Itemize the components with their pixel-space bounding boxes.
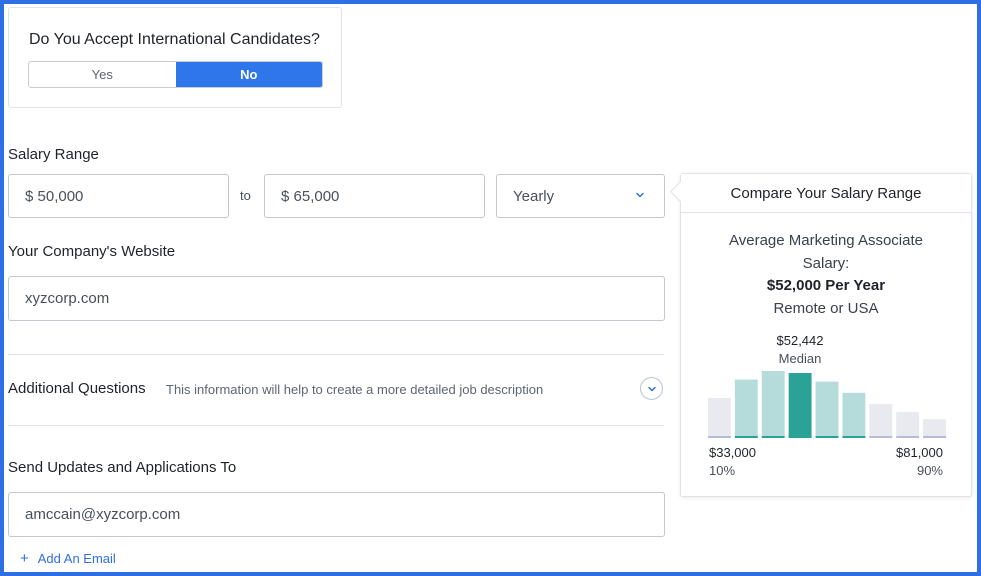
- international-candidates-card: Do You Accept International Candidates? …: [8, 7, 342, 108]
- salary-to-text: to: [240, 188, 251, 203]
- salary-bar-6: [842, 392, 866, 437]
- high-salary-value: $81,000: [896, 445, 943, 460]
- salary-bar-baseline-4: [788, 436, 812, 438]
- toggle-yes-button[interactable]: Yes: [91, 67, 113, 82]
- plus-icon: +: [20, 550, 29, 567]
- send-updates-label: Send Updates and Applications To: [8, 459, 237, 476]
- salary-bar-1: [708, 398, 731, 437]
- salary-bar-5: [815, 381, 839, 437]
- compare-salary-header: Compare Your Salary Range: [681, 174, 971, 213]
- high-percentile: 90%: [916, 463, 943, 478]
- salary-bar-baseline-9: [923, 436, 946, 438]
- divider: [8, 354, 664, 355]
- email-input[interactable]: amccain@xyzcorp.com: [8, 492, 665, 537]
- compare-salary-summary: Average Marketing Associate Salary: $52,…: [681, 230, 971, 320]
- salary-bar-2: [734, 379, 758, 437]
- salary-bar-baseline-7: [869, 436, 893, 438]
- salary-bar-baseline-1: [708, 436, 731, 438]
- compare-salary-panel: Compare Your Salary Range Average Market…: [669, 173, 972, 497]
- salary-bar-baseline-2: [734, 436, 758, 438]
- salary-location: Remote or USA: [773, 299, 879, 317]
- salary-max-input[interactable]: $ 65,000: [264, 174, 485, 218]
- salary-bar-4: [788, 372, 812, 437]
- chevron-down-icon: [647, 386, 656, 391]
- salary-period-select[interactable]: Yearly: [496, 174, 665, 218]
- salary-period-value: Yearly: [513, 187, 555, 205]
- salary-bar-baseline-6: [842, 436, 866, 438]
- salary-min-input[interactable]: $ 50,000: [8, 174, 229, 218]
- website-input[interactable]: xyzcorp.com: [8, 276, 665, 321]
- international-toggle: Yes No: [28, 61, 323, 88]
- average-title-line2: Salary:: [802, 254, 850, 272]
- website-label: Your Company's Website: [8, 243, 176, 260]
- additional-questions-description: This information will help to create a m…: [166, 382, 544, 397]
- divider: [8, 425, 664, 426]
- salary-bar-8: [896, 411, 920, 437]
- median-value: $52,442: [776, 333, 824, 348]
- salary-bar-9: [923, 419, 946, 437]
- average-salary-value: $52,000 Per Year: [766, 277, 886, 294]
- add-email-label: Add An Email: [37, 551, 116, 566]
- salary-bar-3: [761, 371, 785, 437]
- salary-bar-baseline-8: [896, 436, 920, 438]
- salary-distribution-chart: [708, 371, 946, 438]
- salary-range-label: Salary Range: [8, 146, 99, 163]
- international-question: Do You Accept International Candidates?: [29, 31, 320, 48]
- low-salary-value: $33,000: [709, 445, 756, 460]
- expand-additional-questions-button[interactable]: [640, 377, 663, 400]
- average-title-line1: Average Marketing Associate: [729, 232, 923, 249]
- median-label: Median: [778, 351, 822, 366]
- salary-bar-baseline-5: [815, 436, 839, 438]
- low-percentile: 10%: [709, 463, 736, 478]
- salary-bar-7: [869, 404, 893, 437]
- toggle-no-button[interactable]: No: [175, 62, 322, 87]
- chevron-down-icon: [636, 192, 644, 198]
- add-email-link[interactable]: + Add An Email: [20, 551, 116, 566]
- salary-bar-baseline-3: [761, 436, 785, 438]
- additional-questions-label: Additional Questions: [8, 380, 146, 397]
